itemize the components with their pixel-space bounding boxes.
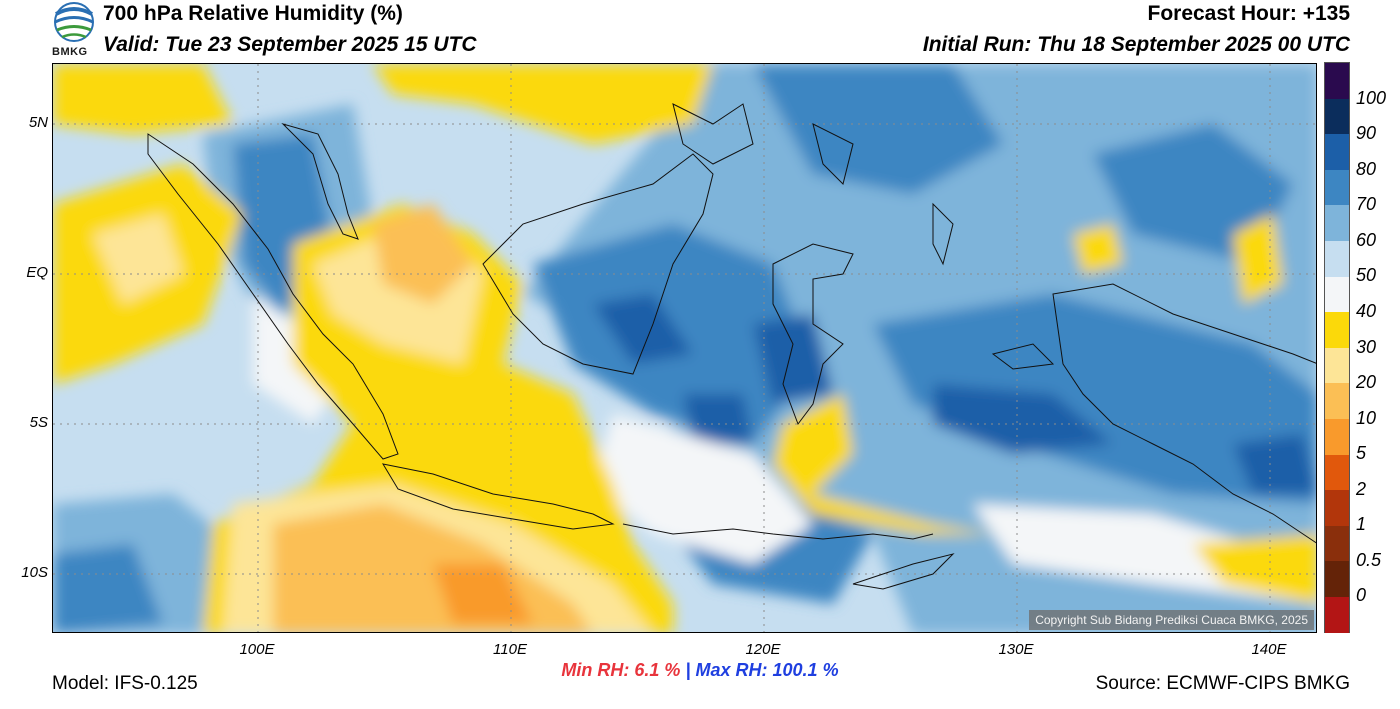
colorbar-label: 1	[1356, 514, 1367, 534]
source-info: Source: ECMWF-CIPS BMKG	[1095, 673, 1350, 694]
colorbar-segment	[1325, 561, 1349, 597]
colorbar-segment	[1325, 347, 1349, 384]
colorbar-label: 50	[1356, 265, 1377, 285]
colorbar-label: 20	[1356, 372, 1377, 392]
colorbar-segment	[1325, 490, 1349, 526]
logo-text: BMKG	[52, 46, 88, 58]
lon-label-140e: 140E	[1251, 641, 1287, 658]
colorbar-label: 70	[1356, 194, 1377, 214]
bmkg-logo	[50, 0, 102, 60]
colorbar-label: 90	[1356, 123, 1377, 143]
lon-label-130e: 130E	[998, 641, 1034, 658]
colorbar-label: 2	[1356, 479, 1367, 499]
rh-stats: Min RH: 6.1 % | Max RH: 100.1 %	[0, 660, 1400, 681]
colorbar-segment	[1325, 63, 1349, 99]
lon-label-110e: 110E	[493, 641, 527, 658]
colorbar-segment	[1325, 276, 1349, 313]
colorbar-label: 0	[1356, 585, 1367, 605]
initial-run: Initial Run: Thu 18 September 2025 00 UT…	[922, 33, 1350, 56]
colorbar-segment	[1325, 98, 1349, 135]
colorbar-label: 80	[1356, 159, 1377, 179]
valid-time: Valid: Tue 23 September 2025 15 UTC	[103, 33, 477, 56]
min-rh-value: 6.1 %	[634, 660, 681, 680]
colorbar-segment	[1325, 383, 1349, 419]
page-title: 700 hPa Relative Humidity (%)	[103, 2, 403, 25]
colorbar-segment	[1325, 312, 1349, 348]
model-info: Model: IFS-0.125	[52, 673, 198, 694]
lat-label-5s: 5S	[29, 414, 48, 431]
max-rh: Max RH: 100.1 %	[695, 660, 839, 680]
colorbar-segment	[1325, 240, 1349, 277]
colorbar-label: 0.5	[1356, 550, 1382, 570]
colorbar-segment	[1325, 418, 1349, 455]
colorbar-segment	[1325, 596, 1349, 633]
map-gridlines	[53, 64, 1316, 632]
colorbar-label: 5	[1356, 443, 1367, 463]
lat-label-5n: 5N	[28, 114, 48, 131]
humidity-map[interactable]: Copyright Sub Bidang Prediksi Cuaca BMKG…	[52, 63, 1317, 633]
copyright-notice: Copyright Sub Bidang Prediksi Cuaca BMKG…	[1029, 610, 1314, 630]
colorbar-label: 60	[1356, 230, 1377, 250]
coastlines	[147, 103, 1316, 590]
lat-label-eq: EQ	[26, 264, 48, 281]
min-rh-label: Min RH:	[561, 660, 630, 680]
lon-label-120e: 120E	[745, 641, 781, 658]
colorbar-label: 100	[1356, 88, 1387, 108]
lat-label-10s: 10S	[21, 564, 48, 581]
colorbar-segment	[1325, 169, 1349, 206]
colorbar	[1324, 62, 1350, 633]
lon-label-100e: 100E	[239, 641, 275, 658]
colorbar-segment	[1325, 454, 1349, 491]
colorbar-label: 10	[1356, 408, 1377, 428]
colorbar-label: 40	[1356, 301, 1377, 321]
bmkg-emblem-icon	[54, 2, 94, 42]
colorbar-label: 30	[1356, 337, 1377, 357]
colorbar-segment	[1325, 525, 1349, 562]
colorbar-segment	[1325, 205, 1349, 241]
forecast-hour: Forecast Hour: +135	[1147, 2, 1351, 25]
humidity-field	[53, 64, 1316, 632]
stats-separator: |	[685, 660, 691, 680]
colorbar-segment	[1325, 134, 1349, 170]
